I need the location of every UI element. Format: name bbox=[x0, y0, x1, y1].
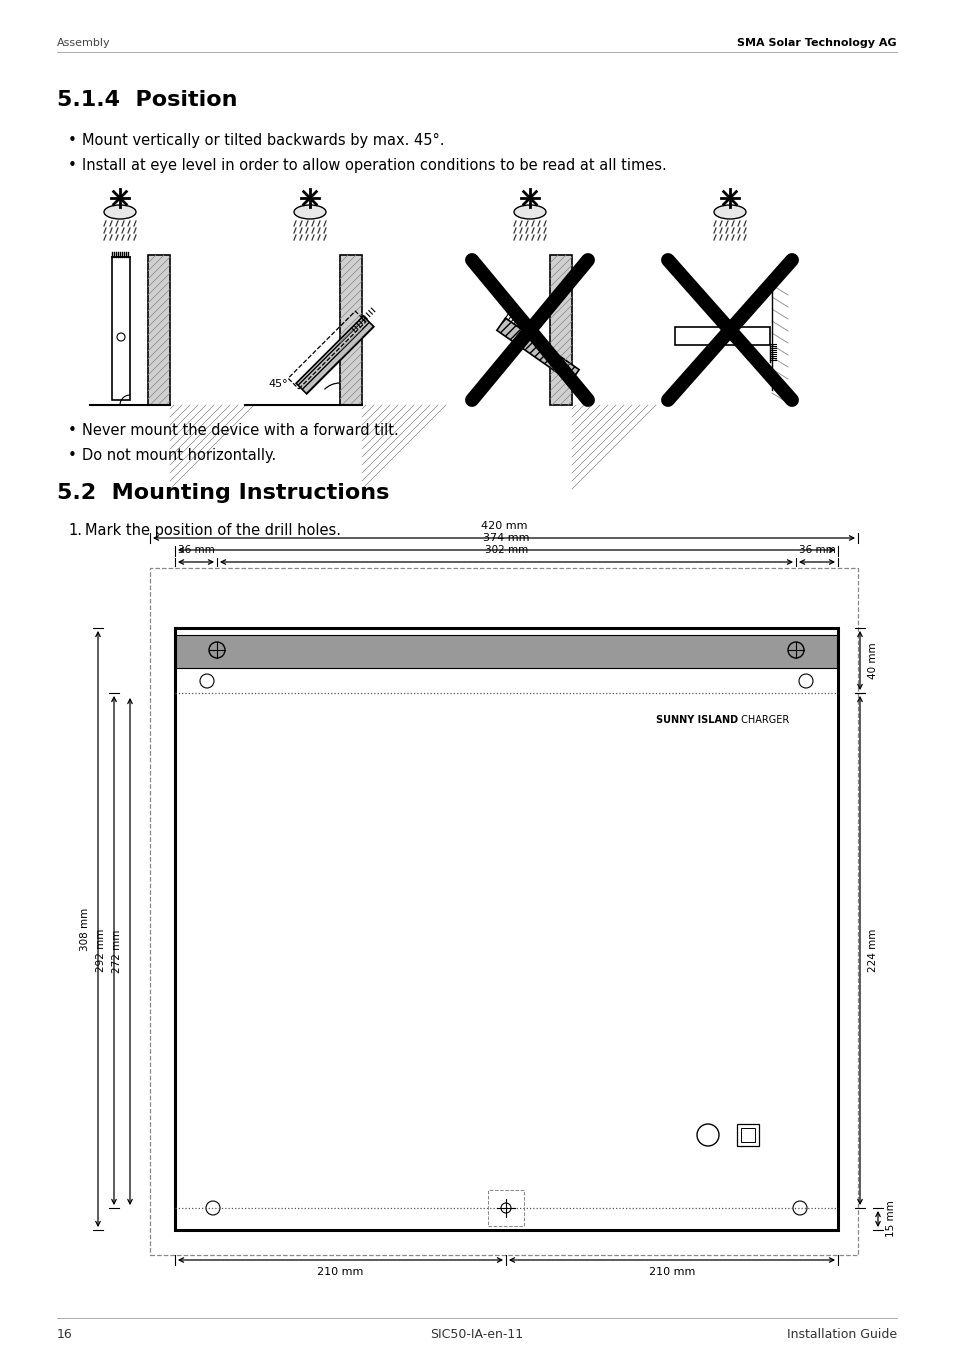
Text: 272 mm: 272 mm bbox=[112, 930, 122, 973]
Bar bbox=[339, 256, 361, 406]
Polygon shape bbox=[295, 316, 374, 393]
Text: 308 mm: 308 mm bbox=[80, 907, 90, 950]
Text: 36 mm: 36 mm bbox=[798, 545, 835, 556]
Text: 420 mm: 420 mm bbox=[480, 521, 527, 531]
Text: •: • bbox=[68, 132, 77, 147]
Ellipse shape bbox=[294, 206, 326, 219]
Text: Assembly: Assembly bbox=[57, 38, 111, 49]
Text: 5.2  Mounting Instructions: 5.2 Mounting Instructions bbox=[57, 483, 389, 503]
Text: 5.1.4  Position: 5.1.4 Position bbox=[57, 91, 237, 110]
Text: Do not mount horizontally.: Do not mount horizontally. bbox=[82, 448, 276, 462]
Ellipse shape bbox=[514, 206, 545, 219]
Text: Never mount the device with a forward tilt.: Never mount the device with a forward ti… bbox=[82, 423, 398, 438]
Ellipse shape bbox=[104, 206, 136, 219]
Text: Installation Guide: Installation Guide bbox=[786, 1328, 896, 1341]
Text: Install at eye level in order to allow operation conditions to be read at all ti: Install at eye level in order to allow o… bbox=[82, 158, 666, 173]
Text: 16: 16 bbox=[57, 1328, 72, 1341]
Polygon shape bbox=[497, 318, 578, 383]
Text: 224 mm: 224 mm bbox=[867, 929, 877, 972]
Text: 210 mm: 210 mm bbox=[317, 1267, 363, 1278]
Bar bbox=[550, 256, 572, 406]
Bar bbox=[675, 327, 769, 345]
Text: 36 mm: 36 mm bbox=[177, 545, 214, 556]
Bar bbox=[175, 635, 836, 668]
Text: •: • bbox=[68, 158, 77, 173]
Bar bbox=[148, 256, 170, 406]
Text: 40 mm: 40 mm bbox=[867, 642, 877, 679]
Text: 45°: 45° bbox=[268, 379, 287, 389]
Bar bbox=[112, 257, 130, 400]
Text: SIC50-IA-en-11: SIC50-IA-en-11 bbox=[430, 1328, 523, 1341]
Text: 374 mm: 374 mm bbox=[483, 533, 529, 544]
Bar bbox=[488, 1190, 523, 1226]
Bar bbox=[740, 1128, 754, 1142]
Text: •: • bbox=[68, 423, 77, 438]
Text: SUNNY ISLAND: SUNNY ISLAND bbox=[655, 715, 738, 725]
Text: •: • bbox=[68, 448, 77, 462]
Text: SMA Solar Technology AG: SMA Solar Technology AG bbox=[737, 38, 896, 49]
Text: Mount vertically or tilted backwards by max. 45°.: Mount vertically or tilted backwards by … bbox=[82, 132, 444, 147]
Text: 292 mm: 292 mm bbox=[96, 929, 106, 972]
Bar bbox=[150, 568, 857, 1255]
Ellipse shape bbox=[713, 206, 745, 219]
Text: 302 mm: 302 mm bbox=[484, 545, 528, 556]
Text: Mark the position of the drill holes.: Mark the position of the drill holes. bbox=[85, 523, 340, 538]
Bar bbox=[737, 1124, 759, 1146]
Text: CHARGER: CHARGER bbox=[738, 715, 788, 725]
Text: 210 mm: 210 mm bbox=[648, 1267, 695, 1278]
Bar bbox=[174, 627, 837, 1230]
Text: 15 mm: 15 mm bbox=[885, 1201, 895, 1237]
Text: 1.: 1. bbox=[68, 523, 82, 538]
